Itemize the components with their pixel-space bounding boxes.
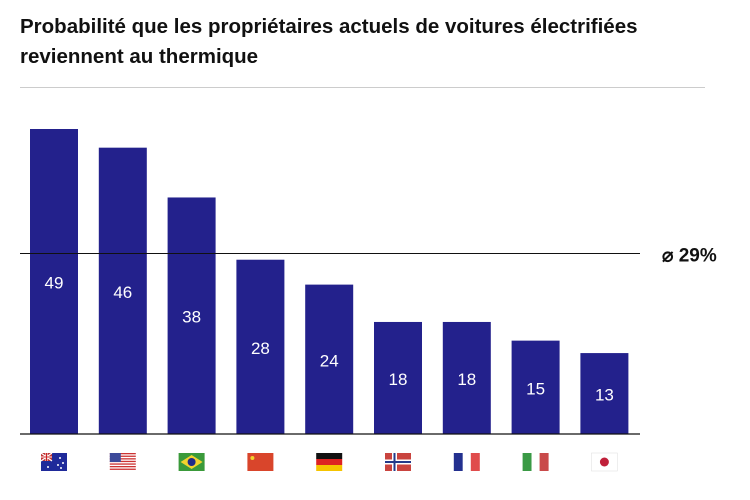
chart-title: Probabilité que les propriétaires actuel… (20, 15, 638, 68)
bar-value-label: 28 (251, 339, 270, 358)
average-label: ⌀ 29% (662, 245, 717, 266)
bar-norway (374, 321, 422, 434)
bar-australia (30, 129, 78, 434)
bar-brazil (167, 197, 216, 434)
flag-fr-icon (453, 453, 480, 471)
bar-value-label: 24 (320, 351, 339, 370)
flag-au-icon (40, 452, 67, 471)
flag-no-icon (385, 453, 411, 471)
flag-de-icon (316, 453, 343, 471)
bar-value-label: 46 (113, 283, 132, 302)
flag-cn-icon (247, 453, 274, 471)
flag-jp-icon (591, 452, 618, 472)
bar-germany (305, 284, 354, 434)
bar-value-label: 18 (389, 370, 408, 389)
bar-france (442, 321, 491, 434)
bar-value-label: 18 (457, 370, 476, 389)
bar-japan (580, 353, 629, 434)
flag-us-icon (109, 453, 136, 471)
bar-value-label: 49 (45, 274, 64, 293)
flag-br-icon (178, 453, 205, 471)
bar-value-label: 15 (526, 379, 545, 398)
bar-value-label: 13 (595, 386, 614, 405)
bar-value-label: 38 (182, 308, 201, 327)
bar-china (236, 259, 285, 434)
bar-usa (98, 147, 147, 434)
bar-italy (511, 340, 560, 434)
flag-it-icon (522, 453, 549, 471)
title-divider (20, 87, 705, 88)
